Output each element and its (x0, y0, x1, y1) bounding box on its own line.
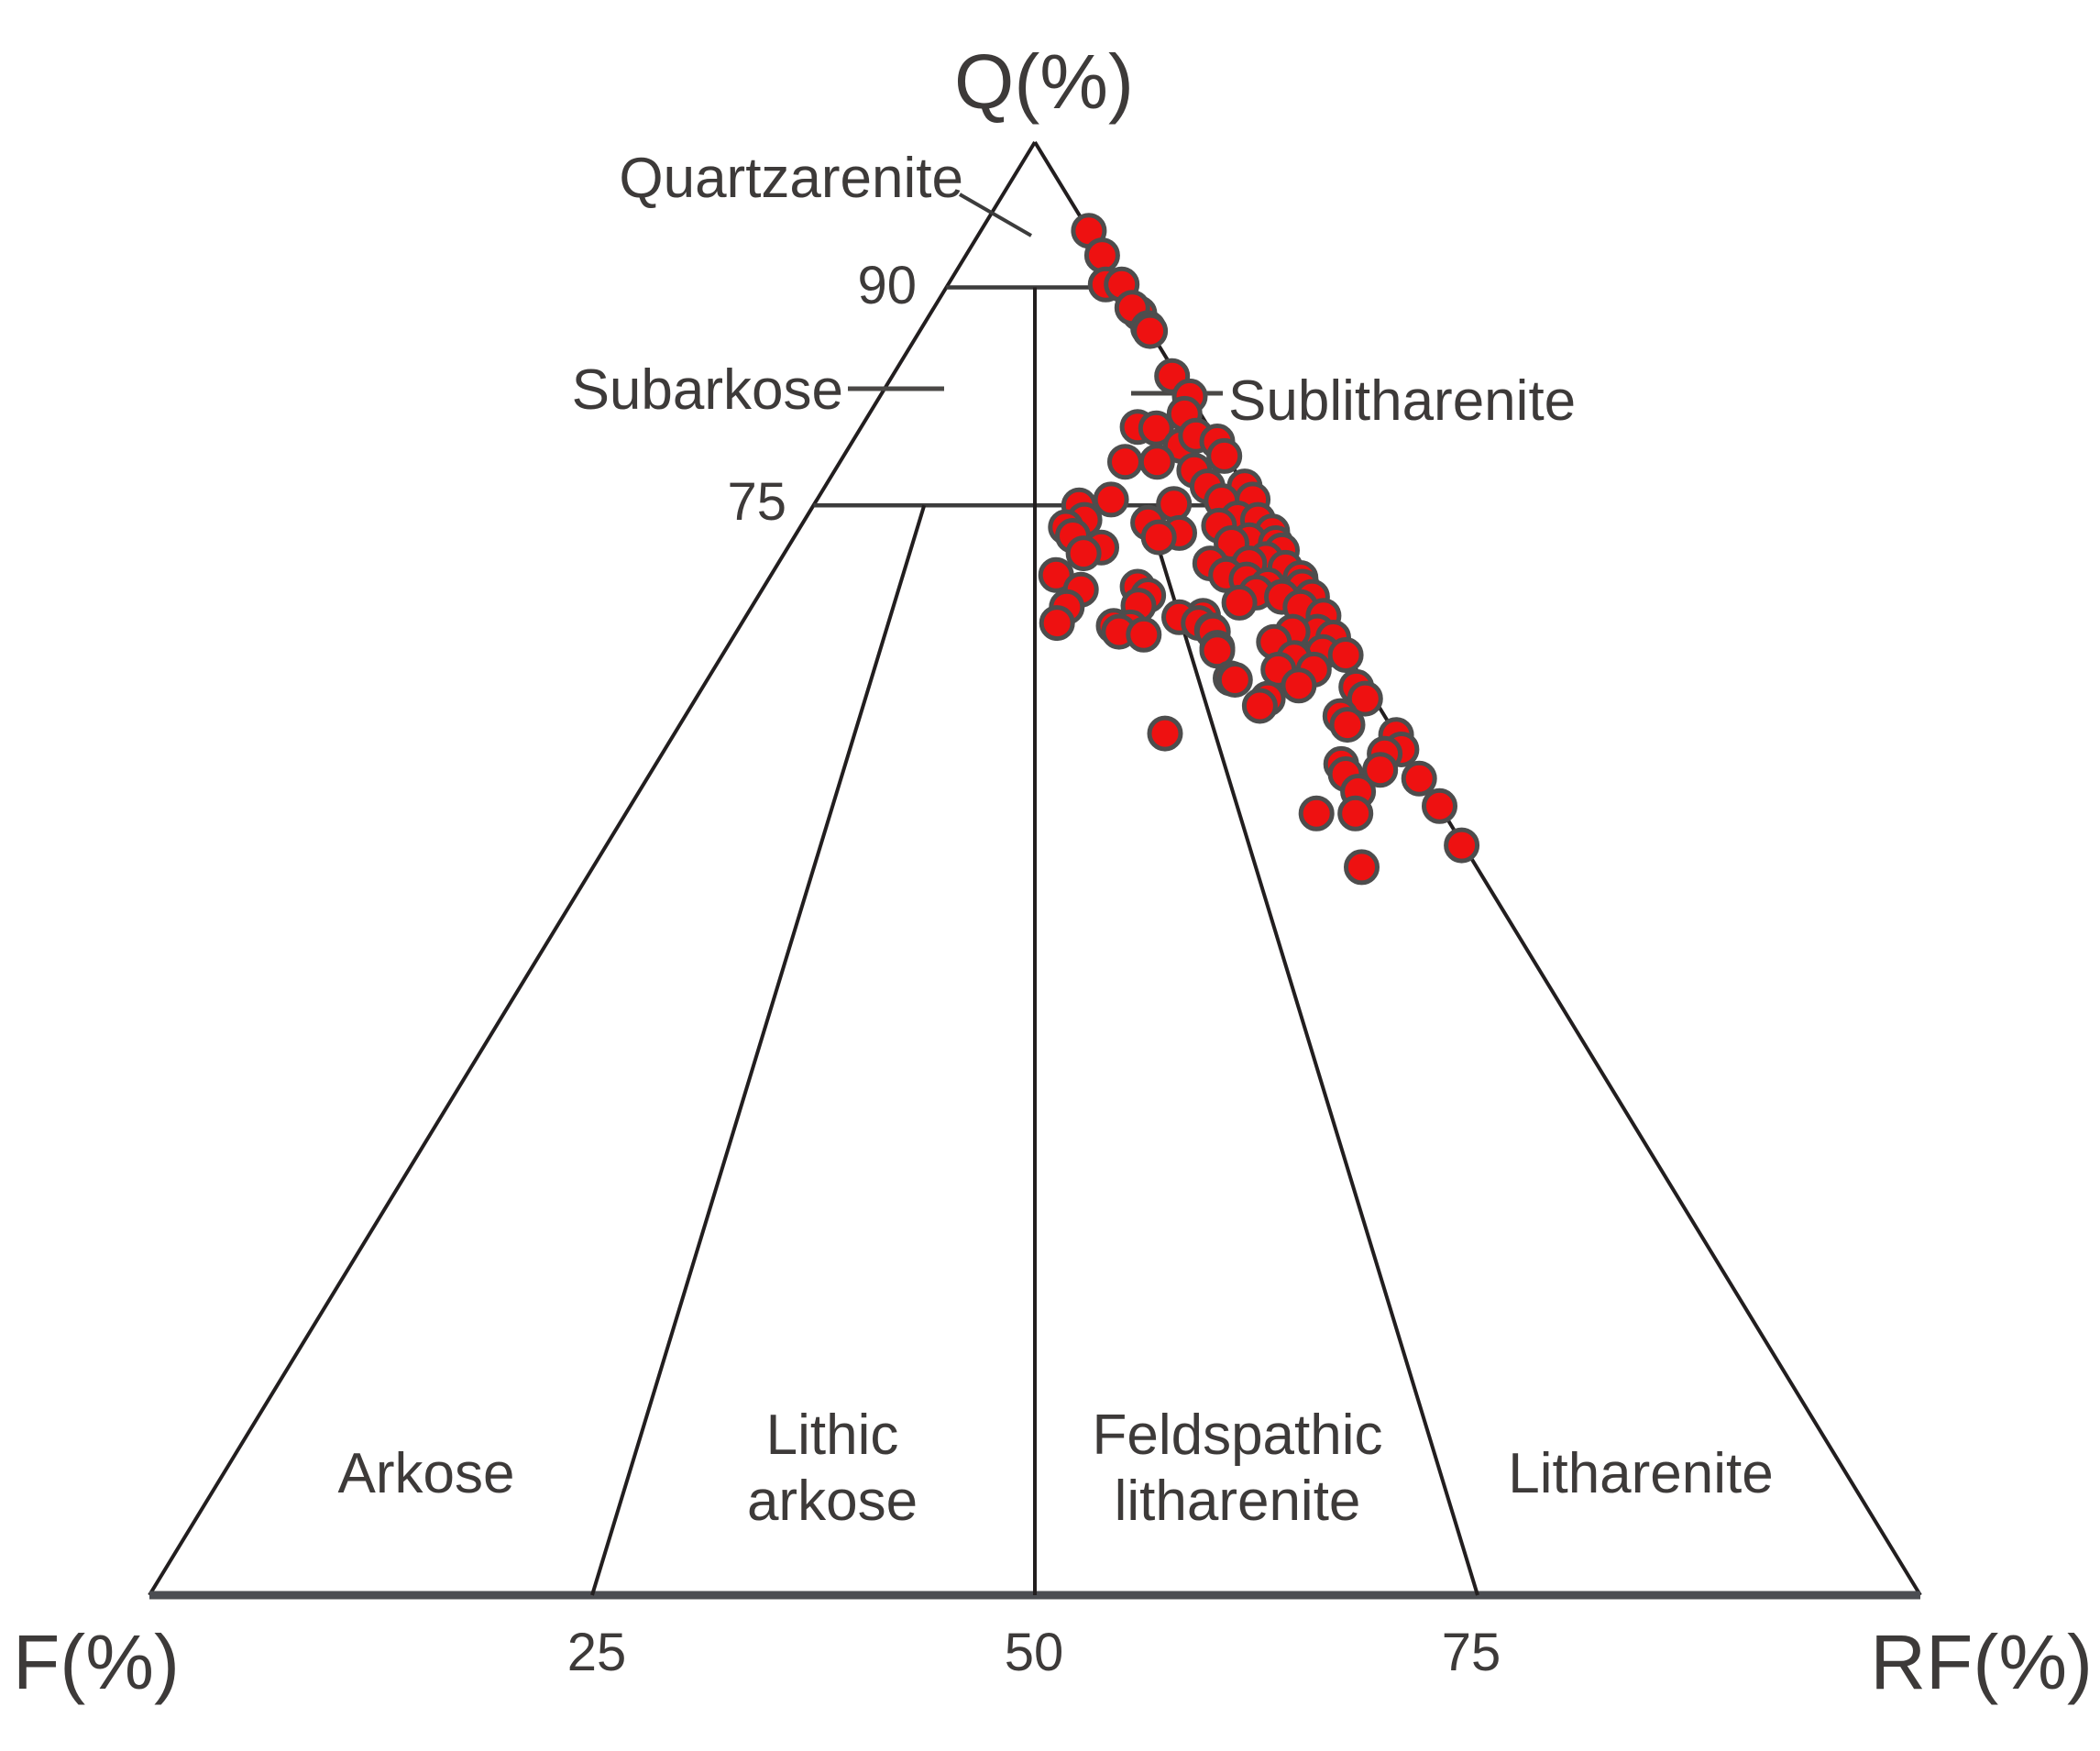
labels: Q(%) F(%) RF(%) Quartzarenite 90 Subarko… (13, 39, 2093, 1705)
region-label-arkose: Arkose (338, 1442, 515, 1505)
data-point (1327, 637, 1364, 673)
base-tick-label-75: 75 (1442, 1623, 1501, 1682)
data-point (1126, 616, 1162, 653)
region-label-subarkose: Subarkose (572, 358, 843, 422)
data-point (1199, 633, 1236, 669)
region-label-sublitharenite: Sublitharenite (1228, 369, 1576, 433)
data-point (1422, 787, 1457, 824)
q-tick-label-90: 90 (857, 256, 917, 315)
data-point (1337, 795, 1374, 831)
classification-boundaries (590, 285, 1479, 1596)
data-point (1221, 584, 1258, 621)
data-point (1147, 715, 1183, 752)
data-point (1140, 519, 1177, 556)
q-tick-label-75: 75 (727, 472, 786, 532)
data-point (1132, 313, 1169, 349)
data-point (1138, 410, 1174, 446)
region-label-lithic-arkose-line1: Lithic (766, 1404, 899, 1467)
data-point (1241, 688, 1278, 724)
region-label-feldspathic-litharenite-line1: Feldspathic (1092, 1404, 1382, 1467)
data-point (1138, 444, 1175, 480)
data-point (1107, 444, 1143, 480)
data-point (1329, 707, 1366, 743)
region-label-feldspathic-litharenite-line2: litharenite (1115, 1470, 1361, 1533)
base-tick-label-25: 25 (567, 1623, 627, 1682)
rf-apex-label: RF(%) (1870, 1619, 2093, 1705)
data-point (1216, 662, 1253, 698)
fr-ratio-1-3-boundary-line (1143, 504, 1479, 1596)
region-label-lithic-arkose-line2: arkose (747, 1470, 918, 1533)
triangle-edge-left (148, 140, 1037, 1597)
q-apex-label: Q(%) (954, 39, 1134, 125)
data-point (1281, 667, 1317, 704)
data-point (1093, 481, 1129, 518)
base-tick-label-50: 50 (1005, 1623, 1064, 1682)
data-point (1298, 795, 1335, 831)
data-point (1344, 849, 1380, 886)
data-point (1347, 680, 1383, 717)
region-label-litharenite: Litharenite (1508, 1442, 1774, 1505)
fr-ratio-3-1-boundary-line (590, 504, 927, 1596)
region-label-quartzarenite: Quartzarenite (619, 147, 963, 210)
data-point (1083, 237, 1120, 274)
sample-points (1038, 213, 1480, 886)
data-point (1362, 752, 1399, 788)
data-point (1206, 437, 1243, 474)
quartzarenite-leader-line (959, 193, 1032, 237)
data-point (1401, 760, 1437, 797)
data-point (1444, 827, 1480, 864)
data-point (1039, 605, 1075, 642)
data-point (1065, 535, 1102, 572)
f-apex-label: F(%) (13, 1619, 180, 1705)
